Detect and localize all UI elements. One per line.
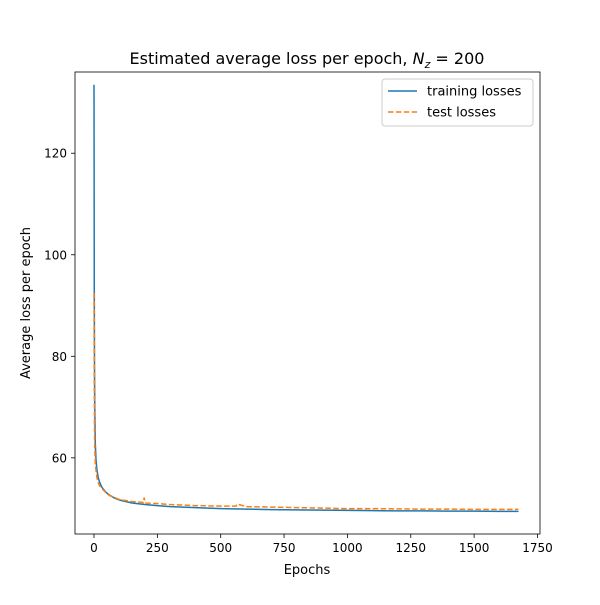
y-axis-ticks: 60 80 100 120 xyxy=(44,147,75,465)
chart-title-suffix: = 200 xyxy=(430,49,484,68)
x-tick-label: 1750 xyxy=(522,541,553,555)
x-axis-ticks: 0 250 500 750 1000 1250 1500 1750 xyxy=(90,534,553,555)
x-tick-label: 500 xyxy=(209,541,232,555)
x-tick-label: 1000 xyxy=(332,541,363,555)
chart-title-variable: N xyxy=(413,49,425,68)
x-tick-label: 1250 xyxy=(395,541,426,555)
x-tick-label: 0 xyxy=(90,541,98,555)
x-axis-label: Epochs xyxy=(284,563,331,578)
y-tick-label: 100 xyxy=(44,248,67,262)
y-tick-label: 80 xyxy=(52,350,67,364)
y-axis-label: Average loss per epoch xyxy=(19,227,34,379)
legend-box xyxy=(381,78,534,127)
chart-title-prefix: Estimated average loss per epoch, xyxy=(130,49,413,68)
plot-area-frame xyxy=(74,71,541,535)
chart-title: Estimated average loss per epoch, Nz = 2… xyxy=(130,49,485,71)
legend-training-label: training losses xyxy=(427,85,522,100)
legend-test-label: test losses xyxy=(427,106,496,121)
chart-title-subscript: z xyxy=(424,58,431,71)
y-tick-label: 120 xyxy=(44,147,67,161)
x-tick-label: 250 xyxy=(146,541,169,555)
plot-lines xyxy=(93,84,519,513)
legend: training losses test losses xyxy=(381,78,534,127)
test-losses-line xyxy=(93,292,519,511)
x-tick-label: 750 xyxy=(273,541,296,555)
training-losses-line xyxy=(93,84,519,513)
y-tick-label: 60 xyxy=(52,451,67,465)
x-tick-label: 1500 xyxy=(459,541,490,555)
